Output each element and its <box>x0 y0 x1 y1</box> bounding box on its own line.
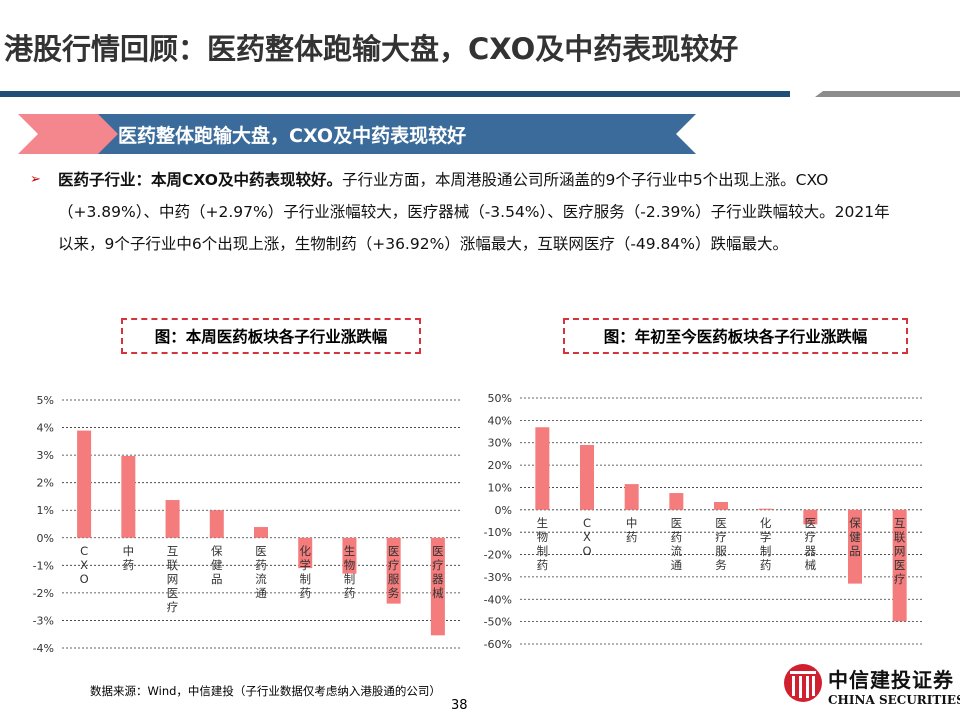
bar <box>580 444 594 510</box>
y-tick-label: 4% <box>37 422 54 435</box>
summary-body: 子行业方面，本周港股通公司所涵盖的9个子行业中5个出现上涨。CXO（+3.89%… <box>58 171 890 253</box>
category-label: 医疗器械 <box>432 544 444 600</box>
y-tick-label: 20% <box>488 459 512 472</box>
category-label: 保健品 <box>849 516 861 558</box>
y-tick-label: 40% <box>488 414 512 427</box>
bar <box>165 500 180 538</box>
bar <box>209 510 224 538</box>
bar <box>892 509 907 622</box>
category-label: 中药 <box>626 516 638 544</box>
category-label: 化学制药 <box>760 516 772 572</box>
category-label: 化学制药 <box>299 544 311 600</box>
banner-left-red-shape <box>18 114 128 154</box>
y-tick-label: -20% <box>484 549 512 562</box>
china-securities-logo-icon <box>784 664 822 702</box>
title-underline-gray <box>815 91 960 97</box>
category-label: 医疗服务 <box>388 544 400 600</box>
y-tick-label: -50% <box>484 616 512 629</box>
section-banner-text: 医药整体跑输大盘，CXO及中药表现较好 <box>118 125 467 147</box>
bar <box>342 537 357 574</box>
bar <box>535 427 550 510</box>
y-tick-label: -3% <box>33 614 54 627</box>
y-tick-label: -1% <box>33 559 54 572</box>
y-tick-label: 30% <box>488 437 512 450</box>
bar <box>714 501 728 510</box>
bar <box>848 509 862 584</box>
y-tick-label: 2% <box>37 477 54 490</box>
title-underline-blue <box>0 91 790 97</box>
category-label: 互联网医疗 <box>894 516 906 586</box>
category-label: 生物制药 <box>537 516 549 572</box>
category-label: 中药 <box>123 544 135 572</box>
section-banner <box>18 114 696 154</box>
page-title: 港股行情回顾：医药整体跑输大盘，CXO及中药表现较好 <box>4 32 739 66</box>
bullet-arrow-icon: ➢ <box>30 172 41 187</box>
category-label: 互联网医疗 <box>167 544 179 614</box>
ytd-change-chart: 50% 40% 30% 20% 10% 0% -10% -20% -30% -40% -50% -60… <box>484 392 922 651</box>
bar <box>386 537 401 604</box>
logo-en-text: CHINA SECURITIES <box>828 693 960 707</box>
y-tick-label: -4% <box>33 642 54 655</box>
y-tick-label: 0% <box>37 532 54 545</box>
page-number: 38 <box>451 698 468 713</box>
category-label: 生物制药 <box>344 544 356 600</box>
category-label: 医疗器械 <box>805 516 817 572</box>
y-tick-label: -30% <box>484 571 512 584</box>
category-label: 医疗服务 <box>715 516 727 572</box>
bar <box>298 537 313 569</box>
category-label: 医药流通 <box>255 544 267 600</box>
data-source: 数据来源：Wind，中信建投（子行业数据仅考虑纳入港股通的公司） <box>90 684 441 698</box>
bar <box>254 527 268 538</box>
banner-blue-shape <box>98 114 696 154</box>
chart-caption-weekly: 图：本周医药板块各子行业涨跌幅 <box>121 318 421 354</box>
y-tick-label: 10% <box>488 481 512 494</box>
category-label: 医药流通 <box>671 516 683 572</box>
y-tick-label: -40% <box>484 593 512 606</box>
y-tick-label: 0% <box>495 504 512 517</box>
bar <box>758 508 773 510</box>
bar <box>669 493 684 510</box>
summary-paragraph: ➢ 医药子行业：本周CXO及中药表现较好。子行业方面，本周港股通公司所涵盖的9个… <box>30 164 890 260</box>
logo-cn-text: 中信建投证券 <box>828 668 954 692</box>
y-tick-label: 5% <box>37 394 54 407</box>
y-tick-label: -60% <box>484 638 512 651</box>
bar <box>121 455 136 538</box>
category-label: 保健品 <box>211 544 223 586</box>
bar <box>430 537 445 636</box>
y-tick-label: 50% <box>488 392 512 405</box>
weekly-change-chart: 5% 4% 3% 2% 1% 0% -1% -2% -3% -4% C X O 中药 互联网医疗 保健品 医药流… <box>33 394 460 655</box>
chart-caption-ytd: 图：年初至今医药板块各子行业涨跌幅 <box>563 318 908 354</box>
bar <box>803 509 818 525</box>
bar <box>77 430 92 538</box>
y-tick-label: 3% <box>37 449 54 462</box>
summary-text: 医药子行业：本周CXO及中药表现较好。子行业方面，本周港股通公司所涵盖的9个子行… <box>58 164 890 260</box>
y-tick-label: 1% <box>37 504 54 517</box>
bar <box>624 484 639 510</box>
summary-bold: 医药子行业：本周CXO及中药表现较好。 <box>58 171 342 189</box>
y-tick-label: -2% <box>33 587 54 600</box>
y-tick-label: -10% <box>484 526 512 539</box>
